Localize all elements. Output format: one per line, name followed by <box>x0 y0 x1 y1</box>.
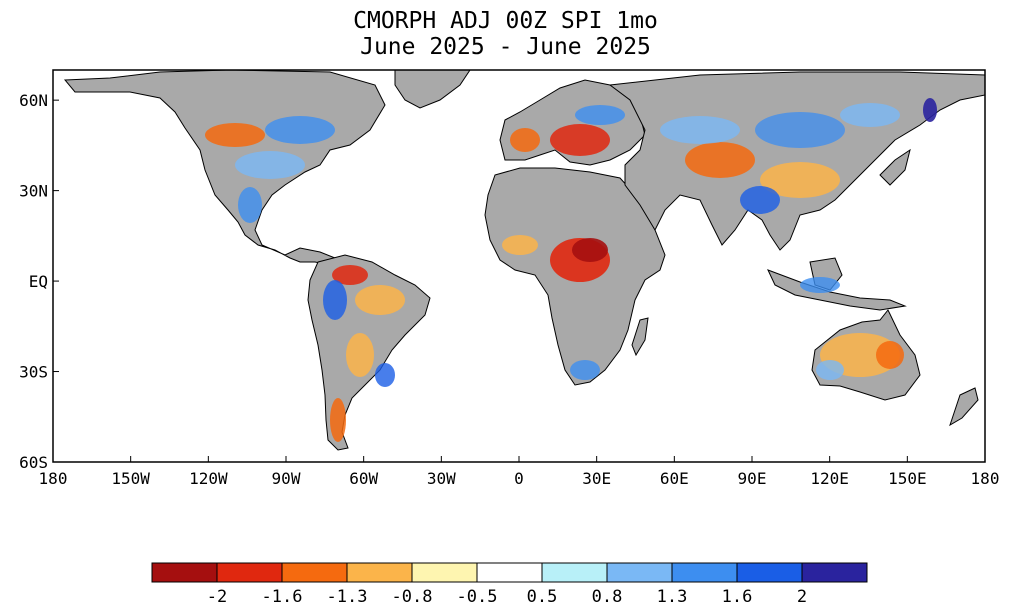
colorbar-label: -1.3 <box>327 587 368 607</box>
colorbar-labels: -2 -1.6 -1.3 -0.8 -0.5 0.5 0.8 1.3 1.6 2 <box>207 587 807 607</box>
colorbar-bin <box>281 562 348 583</box>
x-tick-label: 0 <box>514 469 524 488</box>
japan-landmass <box>879 148 911 186</box>
colorbar-bin <box>411 562 478 583</box>
colorbar-bin <box>736 562 803 583</box>
map-subtitle: June 2025 - June 2025 <box>360 34 651 60</box>
colorbar-bin <box>476 562 543 583</box>
x-tick-label: 120E <box>810 469 849 488</box>
x-tick-label: 120W <box>189 469 228 488</box>
x-tick-label: 150W <box>111 469 150 488</box>
y-tick-label: 60S <box>19 453 48 472</box>
map-title: CMORPH ADJ 00Z SPI 1mo <box>353 8 658 34</box>
colorbar-label: -0.5 <box>457 587 498 607</box>
colorbar-bin <box>606 562 673 583</box>
colorbar-label: 1.6 <box>722 587 753 607</box>
spi-anomaly-patches <box>205 98 937 442</box>
x-tick-label: 180 <box>39 469 68 488</box>
madagascar-landmass <box>631 317 649 357</box>
colorbar-label: -0.8 <box>392 587 433 607</box>
x-tick-label: 150E <box>888 469 927 488</box>
colorbar-bin <box>216 562 283 583</box>
colorbar-bin <box>801 562 868 583</box>
greenland-landmass <box>394 70 471 109</box>
colorbar-bins <box>151 562 868 583</box>
x-tick-label: 90E <box>738 469 767 488</box>
colorbar-label: 0.5 <box>527 587 558 607</box>
colorbar-label: 2 <box>797 587 807 607</box>
colorbar-bin <box>346 562 413 583</box>
colorbar-label: 1.3 <box>657 587 688 607</box>
colorbar-label: -1.6 <box>262 587 303 607</box>
axis-ticks: 180 150W 120W 90W 60W 30W 0 30E 60E 90E 120E 150E 18… <box>19 91 999 488</box>
colorbar-bin <box>671 562 738 583</box>
y-tick-label: 30S <box>19 363 48 382</box>
map-area <box>53 70 985 462</box>
colorbar-label: -2 <box>207 587 227 607</box>
x-tick-label: 90W <box>272 469 301 488</box>
new-zealand-landmass <box>949 387 979 427</box>
x-tick-label: 180 <box>971 469 1000 488</box>
x-tick-label: 30W <box>427 469 456 488</box>
x-tick-label: 30E <box>582 469 611 488</box>
y-tick-label: 30N <box>19 182 48 201</box>
y-tick-label: EQ <box>29 272 48 291</box>
colorbar-bin <box>151 562 218 583</box>
colorbar-bin <box>541 562 608 583</box>
y-tick-label: 60N <box>19 91 48 110</box>
x-tick-label: 60E <box>660 469 689 488</box>
colorbar-label: 0.8 <box>592 587 623 607</box>
x-tick-label: 60W <box>349 469 378 488</box>
